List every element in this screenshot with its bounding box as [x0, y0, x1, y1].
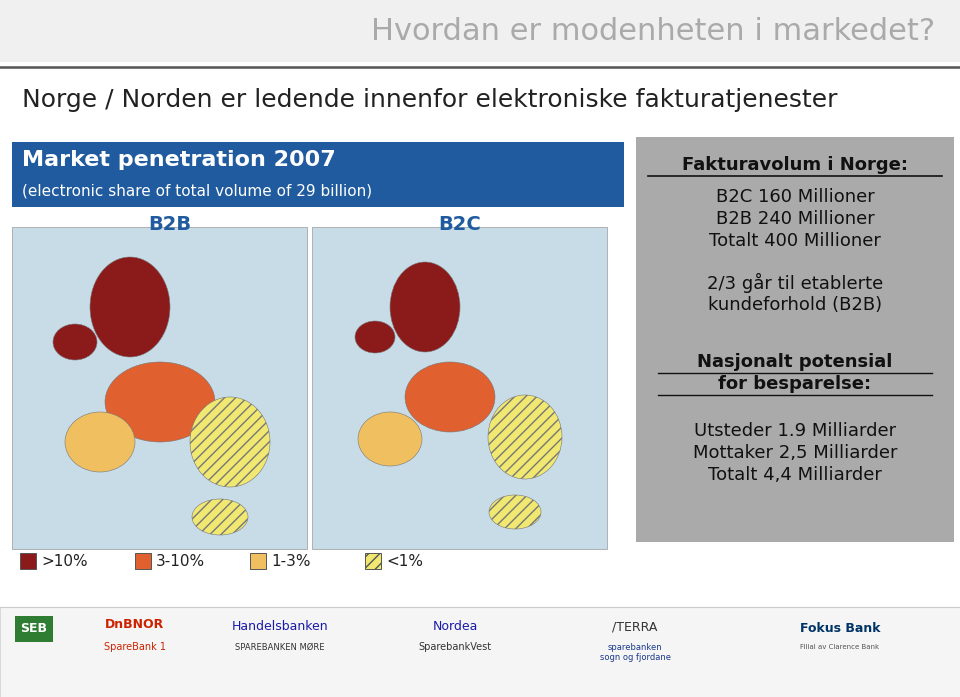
- Ellipse shape: [489, 495, 541, 529]
- Text: B2C: B2C: [439, 215, 481, 233]
- Text: sogn og fjordane: sogn og fjordane: [599, 652, 670, 661]
- Ellipse shape: [355, 321, 395, 353]
- Bar: [636, 137, 954, 542]
- Text: DnBNOR: DnBNOR: [106, 618, 164, 631]
- Bar: [0, 607, 960, 697]
- Ellipse shape: [190, 397, 270, 487]
- Text: SpareBank 1: SpareBank 1: [104, 642, 166, 652]
- Ellipse shape: [488, 395, 562, 479]
- Ellipse shape: [390, 262, 460, 352]
- Bar: [135, 553, 151, 569]
- Text: >10%: >10%: [41, 553, 87, 569]
- Text: <1%: <1%: [386, 553, 423, 569]
- Text: B2B 240 Millioner: B2B 240 Millioner: [715, 210, 875, 228]
- Text: SparebankVest: SparebankVest: [419, 642, 492, 652]
- Ellipse shape: [53, 324, 97, 360]
- Text: Filial av Clarence Bank: Filial av Clarence Bank: [801, 644, 879, 650]
- Text: B2C 160 Millioner: B2C 160 Millioner: [715, 188, 875, 206]
- Ellipse shape: [192, 499, 248, 535]
- Ellipse shape: [105, 362, 215, 442]
- Text: /TERRA: /TERRA: [612, 620, 658, 634]
- Text: Totalt 4,4 Milliarder: Totalt 4,4 Milliarder: [708, 466, 882, 484]
- Text: Utsteder 1.9 Milliarder: Utsteder 1.9 Milliarder: [694, 422, 896, 440]
- Text: 1-3%: 1-3%: [271, 553, 310, 569]
- Bar: [15, 616, 53, 642]
- Bar: [312, 227, 607, 549]
- Text: Norge / Norden er ledende innenfor elektroniske fakturatjenester: Norge / Norden er ledende innenfor elekt…: [22, 88, 837, 112]
- Bar: [250, 553, 266, 569]
- Text: SEB: SEB: [20, 622, 47, 636]
- Bar: [12, 227, 307, 549]
- Bar: [365, 553, 381, 569]
- Text: sparebanken: sparebanken: [608, 643, 662, 652]
- Text: Nasjonalt potensial: Nasjonalt potensial: [697, 353, 893, 371]
- Text: (electronic share of total volume of 29 billion): (electronic share of total volume of 29 …: [22, 183, 372, 199]
- Text: 3-10%: 3-10%: [156, 553, 205, 569]
- Text: Hvordan er modenheten i markedet?: Hvordan er modenheten i markedet?: [371, 17, 935, 45]
- Ellipse shape: [405, 362, 495, 432]
- Text: Totalt 400 Millioner: Totalt 400 Millioner: [709, 232, 881, 250]
- Text: Nordea: Nordea: [432, 620, 478, 634]
- Text: Market penetration 2007: Market penetration 2007: [22, 150, 336, 170]
- Bar: [12, 142, 624, 207]
- Text: kundeforhold (B2B): kundeforhold (B2B): [708, 296, 882, 314]
- Ellipse shape: [358, 412, 422, 466]
- Text: 2/3 går til etablerte: 2/3 går til etablerte: [707, 273, 883, 293]
- Bar: [0, 0, 960, 62]
- Bar: [20, 553, 36, 569]
- Text: Fakturavolum i Norge:: Fakturavolum i Norge:: [682, 156, 908, 174]
- Text: B2B: B2B: [149, 215, 192, 233]
- Ellipse shape: [90, 257, 170, 357]
- Text: SPAREBANKEN MØRE: SPAREBANKEN MØRE: [235, 643, 324, 652]
- Text: for besparelse:: for besparelse:: [718, 375, 872, 393]
- Text: Handelsbanken: Handelsbanken: [231, 620, 328, 634]
- Text: Fokus Bank: Fokus Bank: [800, 622, 880, 636]
- Text: Mottaker 2,5 Milliarder: Mottaker 2,5 Milliarder: [693, 444, 898, 462]
- Ellipse shape: [65, 412, 135, 472]
